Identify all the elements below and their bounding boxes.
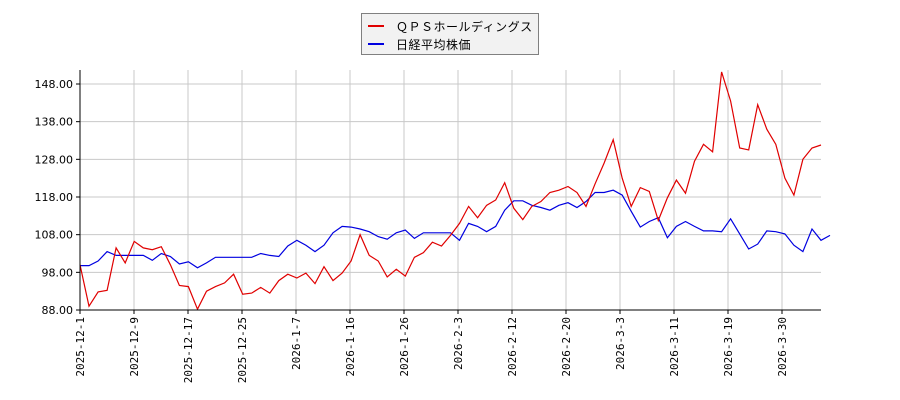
legend-swatch-blue: [368, 43, 384, 45]
y-tick-label: 148.00: [35, 78, 74, 91]
x-tick-label: 2025-12-1: [74, 317, 87, 377]
legend-label: ＱＰＳホールディングス: [396, 19, 533, 34]
x-tick-label: 2025-12-17: [182, 317, 195, 383]
x-tick-label: 2026-1-7: [290, 317, 303, 370]
legend-item-qps: ＱＰＳホールディングス: [368, 18, 533, 34]
y-tick-label: 108.00: [35, 229, 74, 242]
y-tick-label: 138.00: [35, 116, 74, 129]
x-tick-label: 2026-3-19: [722, 317, 735, 377]
x-tick-label: 2026-2-12: [506, 317, 519, 377]
x-tick-label: 2026-1-26: [398, 317, 411, 377]
x-tick-label: 2026-3-3: [614, 317, 627, 370]
series-line: [80, 189, 831, 269]
y-tick-label: 88.00: [42, 304, 74, 317]
x-tick-label: 2026-2-3: [452, 317, 465, 370]
chart-legend: ＱＰＳホールディングス 日経平均株価: [361, 13, 539, 55]
y-tick-label: 98.00: [42, 266, 74, 279]
y-tick-label: 118.00: [35, 191, 74, 204]
legend-swatch-red: [368, 25, 384, 27]
data-lines: [79, 71, 831, 311]
y-axis-ticks: 88.00 98.00 108.00 118.00 128.00 138.00 148.00: [35, 78, 80, 317]
x-tick-label: 2025-12-9: [128, 317, 141, 377]
series-line: [79, 71, 822, 311]
x-tick-label: 2026-3-11: [668, 317, 681, 377]
axes: [79, 70, 821, 311]
legend-label: 日経平均株価: [396, 37, 472, 52]
x-tick-label: 2026-2-20: [560, 317, 573, 377]
x-tick-label: 2026-1-16: [344, 317, 357, 377]
x-tick-label: 2025-12-25: [236, 317, 249, 383]
legend-item-nikkei: 日経平均株価: [368, 36, 471, 52]
grid-lines: [79, 70, 821, 311]
x-axis-ticks: 2025-12-1 2025-12-9 2025-12-17 2025-12-25 20…: [74, 310, 789, 383]
x-tick-label: 2026-3-30: [776, 317, 789, 377]
y-tick-label: 128.00: [35, 153, 74, 166]
